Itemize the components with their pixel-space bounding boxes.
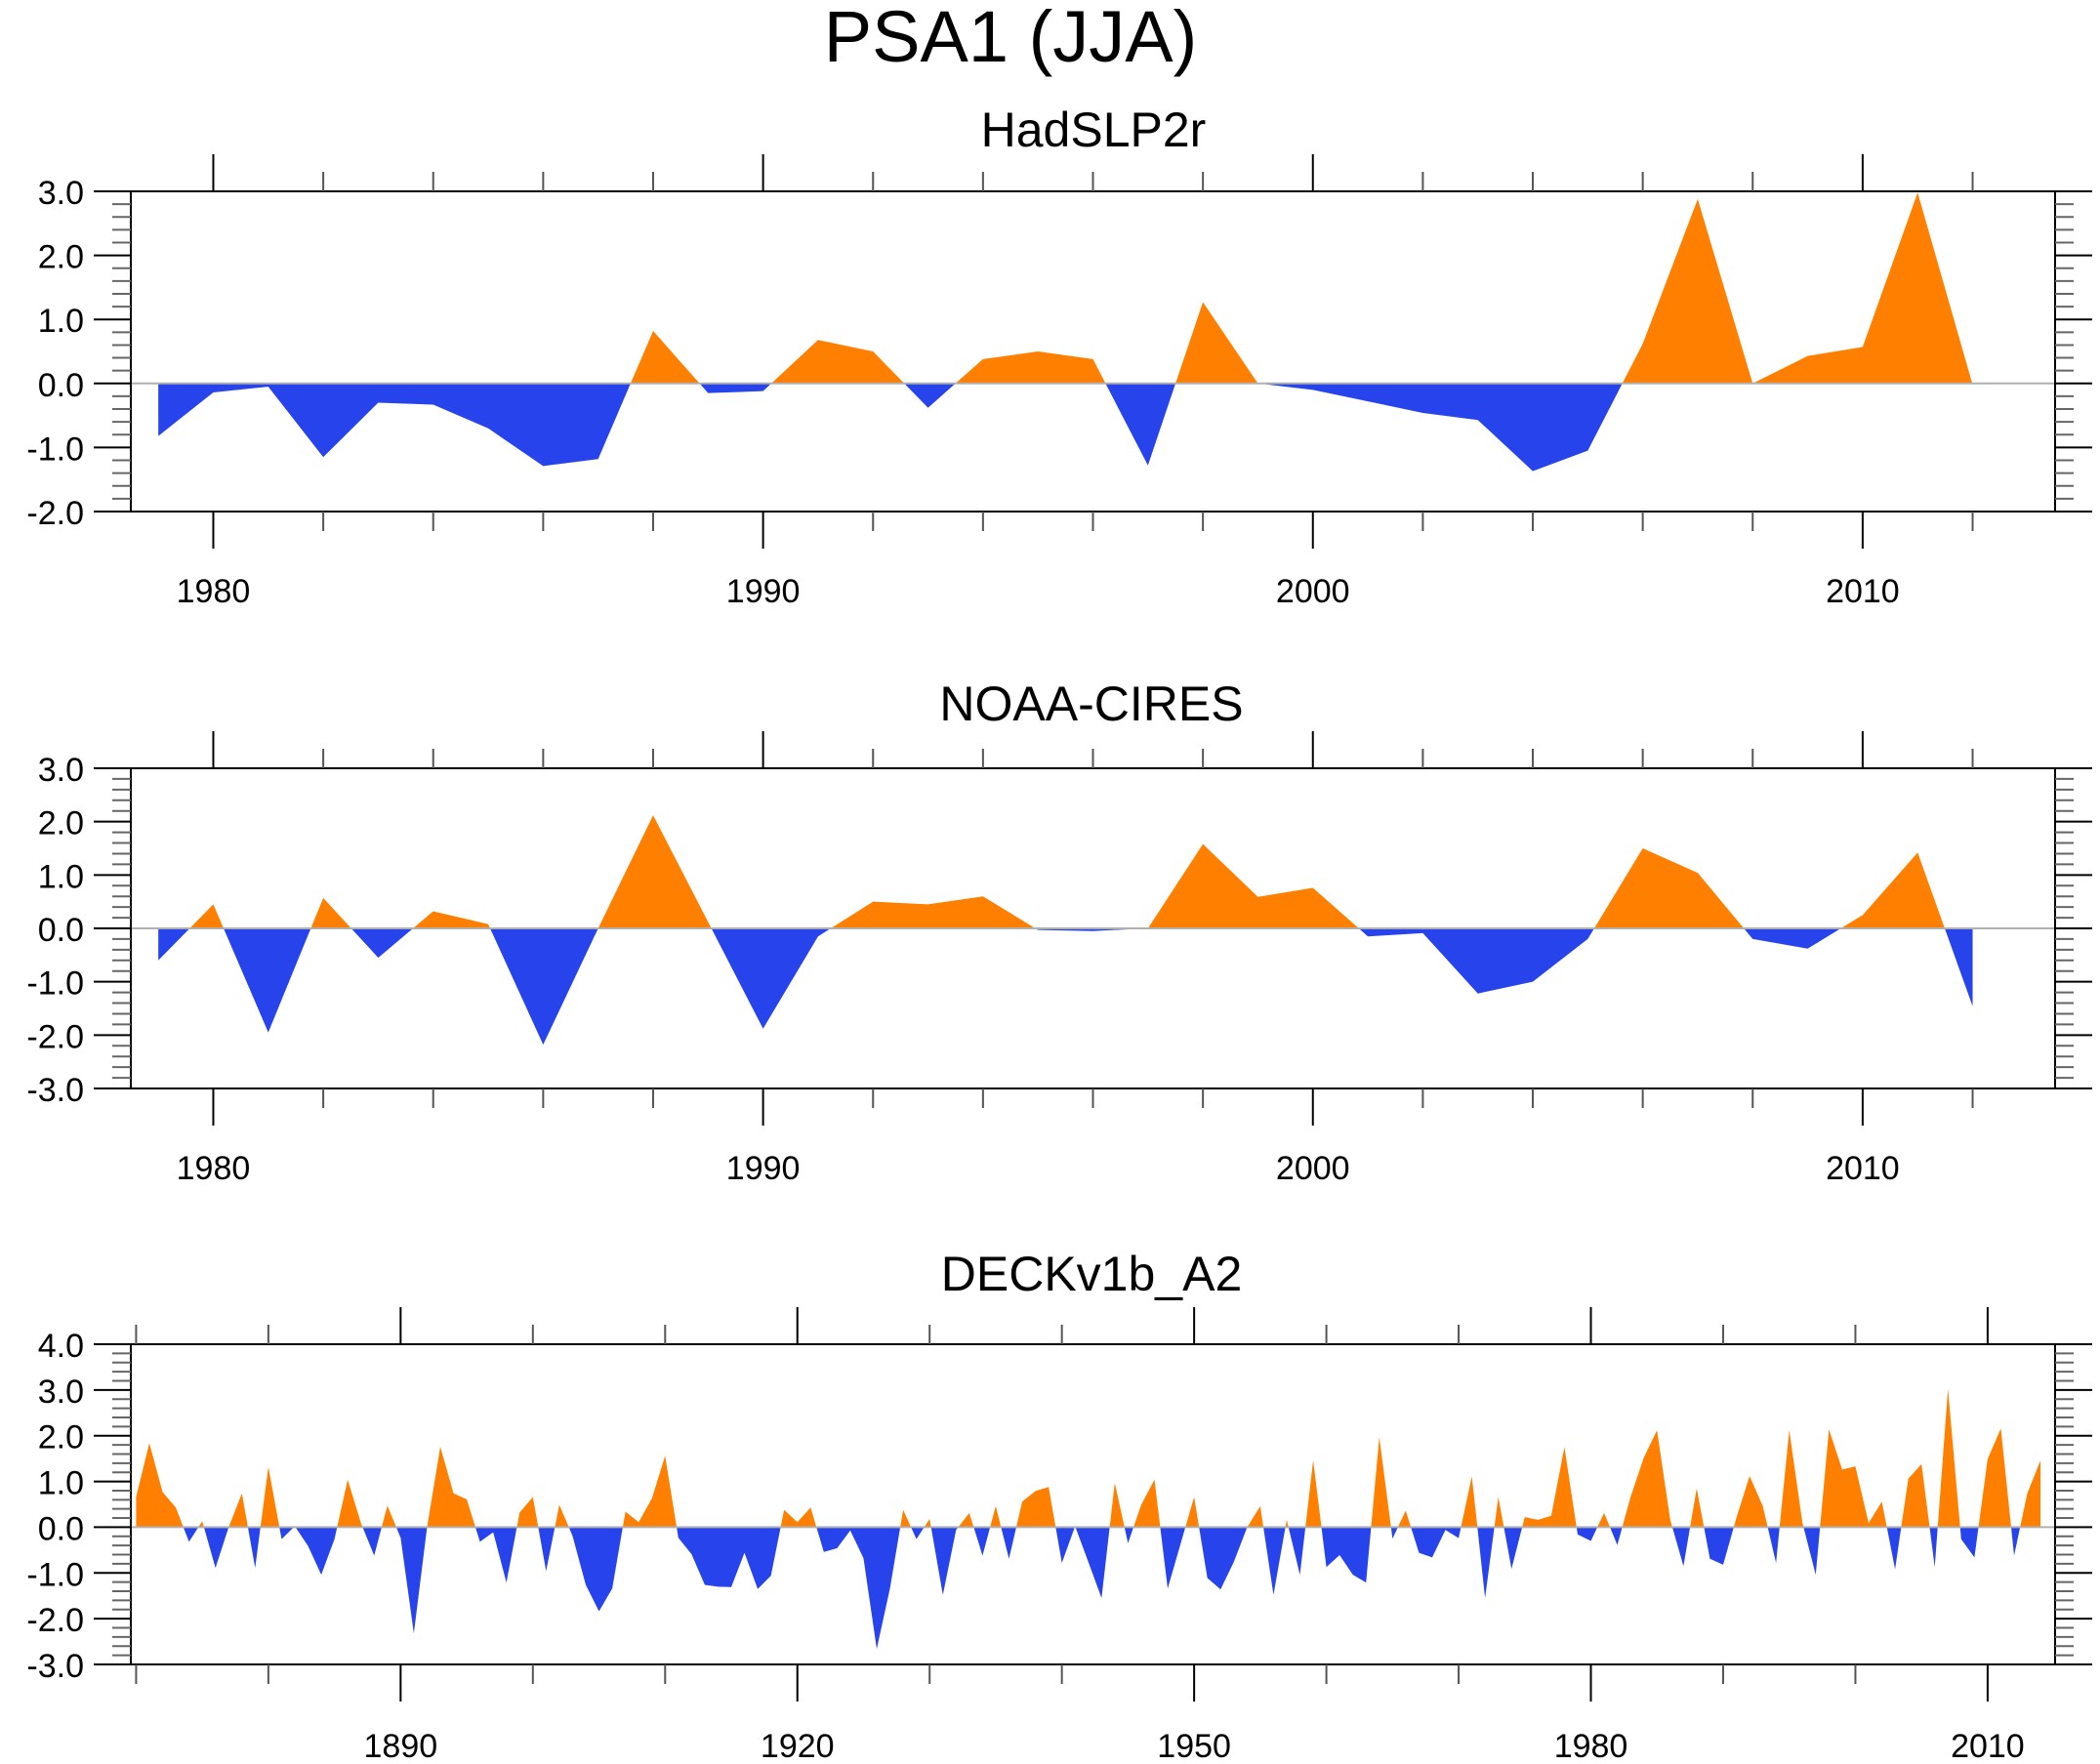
y-tick-label: 0.0: [38, 367, 84, 404]
x-tick-label: 1980: [177, 573, 251, 610]
y-tick-label: 1.0: [38, 1465, 84, 1502]
x-tick-label: 1980: [177, 1150, 251, 1187]
x-tick-label: 2010: [1826, 573, 1900, 610]
panel-title: HadSLP2r: [981, 103, 1207, 157]
panel-deckv1b-a2: DECKv1b_A2 4.0 3.0 2.0 1.0 0.0 -1.0 -2.0 -3.0 18…: [26, 1247, 2092, 1764]
figure-title: PSA1 (JJA): [824, 0, 1197, 77]
y-tick-label: -1.0: [26, 965, 84, 1003]
y-tick-label: 1.0: [38, 858, 84, 895]
y-tick-label: 0.0: [38, 1510, 84, 1547]
y-tick-label: -2.0: [26, 1602, 84, 1639]
positive-area: [158, 815, 1973, 928]
y-tick-label: 3.0: [38, 752, 84, 789]
y-tick-label: -2.0: [26, 495, 84, 532]
x-tick-label: 1890: [364, 1728, 438, 1764]
x-tick-label: 1980: [1554, 1728, 1628, 1764]
y-tick-label: 2.0: [38, 239, 84, 276]
panel-hadslp2r: HadSLP2r 3.0 2.0 1.0 0.0 -1.0 -2.0 1980 1990 200…: [26, 103, 2092, 610]
positive-area: [158, 192, 1973, 384]
x-tick-label: 2000: [1276, 1150, 1350, 1187]
y-tick-label: -3.0: [26, 1072, 84, 1109]
panel-title: DECKv1b_A2: [941, 1247, 1243, 1301]
plot-area: [131, 815, 2055, 1046]
x-tick-label: 2010: [1826, 1150, 1900, 1187]
y-tick-label: -1.0: [26, 431, 84, 468]
x-tick-label: 2000: [1276, 573, 1350, 610]
x-tick-label: 2010: [1951, 1728, 2025, 1764]
y-tick-label: -2.0: [26, 1018, 84, 1055]
plot-area: [131, 1388, 2055, 1650]
positive-area: [136, 1388, 2041, 1528]
y-tick-label: 4.0: [38, 1328, 84, 1365]
x-tick-label: 1950: [1157, 1728, 1231, 1764]
x-tick-label: 1990: [726, 1150, 801, 1187]
y-tick-label: 0.0: [38, 912, 84, 949]
negative-area: [158, 928, 1973, 1046]
panel-noaa-cires: NOAA-CIRES 3.0 2.0 1.0 0.0 -1.0 -2.0 -3.0 1980 1…: [26, 677, 2092, 1187]
y-tick-label: 2.0: [38, 805, 84, 842]
y-tick-label: 1.0: [38, 303, 84, 340]
y-tick-label: -3.0: [26, 1648, 84, 1685]
plot-frame: [130, 1343, 2056, 1665]
y-tick-label: 2.0: [38, 1419, 84, 1456]
y-tick-label: 3.0: [38, 1374, 84, 1411]
x-tick-label: 1920: [761, 1728, 835, 1764]
panel-title: NOAA-CIRES: [939, 677, 1243, 731]
negative-area: [158, 383, 1973, 472]
y-tick-label: 3.0: [38, 175, 84, 212]
plot-area: [131, 192, 2055, 472]
plot-frame: [130, 190, 2056, 513]
negative-area: [136, 1527, 2041, 1650]
y-tick-label: -1.0: [26, 1556, 84, 1593]
x-tick-label: 1990: [726, 573, 801, 610]
